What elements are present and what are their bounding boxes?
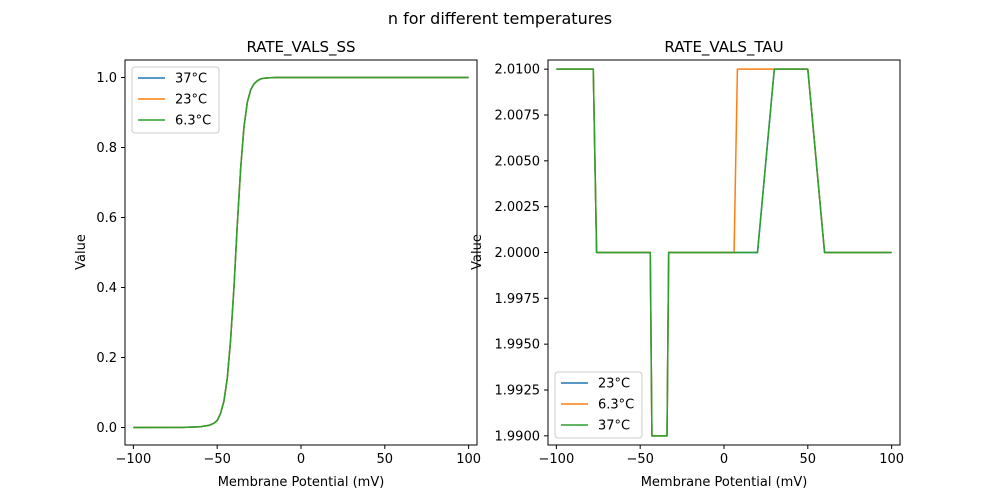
legend-entry-label: 23°C bbox=[175, 93, 207, 108]
subplot-left-xlabel: Membrane Potential (mV) bbox=[218, 475, 385, 490]
subplot-left-ytick-label: 0.4 bbox=[96, 281, 117, 296]
legend-entry-label: 6.3°C bbox=[598, 398, 634, 413]
subplot-right-xtick-label: 50 bbox=[800, 452, 817, 467]
legend-entry-label: 23°C bbox=[598, 377, 630, 392]
subplot-left-ytick-label: 0.0 bbox=[96, 421, 117, 436]
legend-entry-label: 6.3°C bbox=[175, 114, 211, 129]
subplot-right-ticks: −100 −50 0 50 100 1.9900 1.9925 1.9950 1.9975 2.0… bbox=[495, 63, 905, 467]
subplot-left-xtick-label: −50 bbox=[203, 452, 230, 467]
series-line-left-2 bbox=[133, 76, 469, 429]
subplot-right-title: RATE_VALS_TAU bbox=[664, 38, 783, 57]
subplot-left-ytick-label: 0.2 bbox=[96, 351, 117, 366]
subplot-right-xtick-label: −50 bbox=[626, 452, 653, 467]
subplot-left-ticks: −100 −50 0 50 100 0.0 0.2 0.4 0.6 0.8 1.0 bbox=[96, 71, 481, 467]
subplot-right-ytick-label: 2.0025 bbox=[495, 200, 541, 215]
subplot-left-xtick-label: 100 bbox=[456, 452, 481, 467]
subplot-right-xtick-label: 0 bbox=[720, 452, 728, 467]
subplot-right-xlabel: Membrane Potential (mV) bbox=[641, 475, 808, 490]
legend-entry-label: 37°C bbox=[175, 72, 207, 87]
subplot-left-xtick-label: 0 bbox=[297, 452, 305, 467]
subplot-right-xtick-label: 100 bbox=[879, 452, 904, 467]
subplot-right-ytick-label: 1.9950 bbox=[495, 338, 541, 353]
figure-suptitle: n for different temperatures bbox=[388, 9, 612, 28]
subplot-right-frame bbox=[547, 59, 901, 446]
subplot-left-ytick-label: 0.8 bbox=[96, 141, 117, 156]
subplot-right-ytick-label: 2.0100 bbox=[495, 63, 541, 78]
subplot-left-lines bbox=[133, 76, 469, 429]
subplot-right-ytick-label: 1.9900 bbox=[495, 429, 541, 444]
legend-entry-label: 37°C bbox=[598, 419, 630, 434]
subplot-right: RATE_VALS_TAU Membrane Potential (mV) Va… bbox=[470, 38, 904, 490]
subplot-right-ytick-label: 2.0050 bbox=[495, 154, 541, 169]
subplot-left-ytick-label: 0.6 bbox=[96, 211, 117, 226]
legend-box bbox=[554, 371, 643, 439]
subplot-left-xtick-label: −100 bbox=[116, 452, 152, 467]
subplot-left-frame bbox=[124, 59, 478, 446]
subplot-left-legend: 37°C 23°C 6.3°C bbox=[131, 66, 220, 134]
subplot-right-ytick-label: 2.0000 bbox=[495, 246, 541, 261]
subplot-right-ylabel: Value bbox=[470, 234, 485, 270]
subplot-left-xtick-label: 50 bbox=[377, 452, 394, 467]
subplot-left-ylabel: Value bbox=[74, 234, 89, 270]
subplot-right-ytick-label: 1.9975 bbox=[495, 292, 541, 307]
subplot-right-lines bbox=[556, 68, 892, 437]
subplot-right-ytick-label: 2.0075 bbox=[495, 109, 541, 124]
series-line-right-2 bbox=[556, 68, 892, 437]
subplot-left-ytick-label: 1.0 bbox=[96, 71, 117, 86]
subplot-left: RATE_VALS_SS Membrane Potential (mV) Val… bbox=[74, 38, 481, 490]
subplot-left-title: RATE_VALS_SS bbox=[246, 38, 355, 57]
subplot-right-xtick-label: −100 bbox=[539, 452, 575, 467]
legend-box bbox=[131, 66, 220, 134]
subplot-right-legend: 23°C 6.3°C 37°C bbox=[554, 371, 643, 439]
subplot-right-ytick-label: 1.9925 bbox=[495, 384, 541, 399]
